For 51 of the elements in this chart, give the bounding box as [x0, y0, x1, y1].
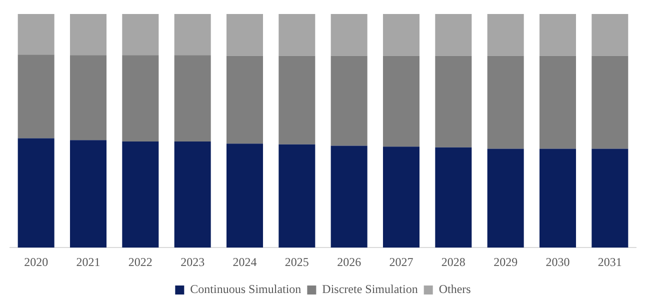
legend-label: Others — [438, 282, 472, 296]
bar — [382, 146, 420, 248]
bar — [487, 56, 524, 149]
legend-label: Continuous Simulation — [190, 282, 302, 296]
bar — [278, 14, 316, 56]
bar — [18, 14, 54, 55]
bar — [435, 56, 472, 148]
legend-label: Discrete Simulation — [322, 282, 418, 296]
bar — [435, 14, 472, 56]
bar — [226, 144, 264, 248]
x-tick-label: 2027 — [389, 254, 414, 269]
x-tick-label: 2029 — [494, 254, 518, 269]
bar — [382, 56, 420, 147]
bar — [226, 14, 264, 56]
bar — [18, 138, 54, 248]
bar — [174, 142, 211, 248]
bar — [278, 56, 316, 144]
bar — [435, 147, 472, 248]
x-tick-label: 2020 — [24, 254, 48, 269]
bar — [487, 14, 524, 56]
x-tick-label: 2024 — [232, 254, 257, 269]
bar — [18, 54, 54, 138]
x-tick-label: 2031 — [598, 254, 622, 269]
bar — [592, 56, 628, 149]
bar — [122, 14, 159, 56]
bar — [122, 142, 159, 248]
bar — [330, 146, 368, 248]
bar — [122, 55, 159, 142]
bar — [174, 14, 211, 56]
bar — [382, 14, 420, 56]
x-tick-label: 2030 — [546, 254, 570, 269]
bar — [539, 56, 576, 149]
x-tick-label: 2021 — [76, 254, 100, 269]
bar — [487, 148, 524, 248]
x-tick-label: 2028 — [441, 254, 466, 269]
x-tick-label: 2022 — [128, 254, 152, 269]
x-tick-label: 2023 — [180, 254, 205, 269]
bar — [70, 140, 107, 248]
bar — [592, 148, 628, 248]
bar — [174, 55, 211, 142]
x-tick-label: 2026 — [337, 254, 362, 269]
bar — [70, 14, 107, 56]
bar — [330, 56, 368, 146]
bar — [226, 56, 264, 144]
bar — [592, 14, 628, 56]
bar — [330, 14, 368, 56]
bar — [539, 148, 576, 248]
bar — [539, 14, 576, 56]
x-tick-label: 2025 — [284, 254, 309, 269]
bar — [278, 144, 316, 248]
bar — [70, 55, 107, 140]
